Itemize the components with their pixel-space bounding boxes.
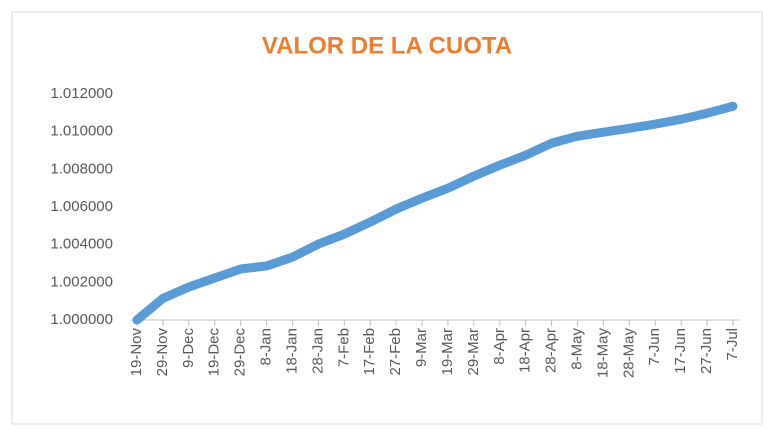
x-tick-label: 19-Dec — [206, 328, 223, 377]
x-tick-label: 19-Mar — [439, 328, 456, 376]
x-tick-label: 29-Nov — [154, 328, 171, 377]
y-tick-label: 1.006000 — [50, 198, 113, 215]
x-tick-label: 7-Jun — [646, 328, 663, 366]
chart-title: VALOR DE LA CUOTA — [262, 32, 512, 59]
x-tick-label: 18-May — [594, 328, 611, 379]
x-tick-label: 29-Dec — [232, 328, 249, 377]
x-tick-label: 28-May — [620, 328, 637, 379]
y-tick-label: 1.000000 — [50, 311, 113, 328]
x-tick-label: 27-Feb — [387, 328, 404, 376]
y-tick-label: 1.008000 — [50, 160, 113, 177]
x-tick-label: 9-Mar — [413, 328, 430, 367]
x-tick-label: 28-Jan — [309, 328, 326, 374]
x-tick-label: 19-Nov — [128, 328, 145, 377]
x-tick-label: 27-Jun — [698, 328, 715, 374]
y-tick-label: 1.010000 — [50, 123, 113, 140]
x-tick-label: 7-Jul — [724, 328, 741, 361]
x-tick-label: 29-Mar — [465, 328, 482, 376]
x-tick-label: 9-Dec — [180, 328, 197, 369]
x-tick-label: 18-Jan — [283, 328, 300, 374]
x-tick-label: 8-May — [568, 328, 585, 370]
x-tick-label: 28-Apr — [543, 328, 560, 373]
x-tick-label: 17-Feb — [361, 328, 378, 376]
y-tick-label: 1.012000 — [50, 85, 113, 102]
x-tick-label: 17-Jun — [672, 328, 689, 374]
y-tick-label: 1.002000 — [50, 273, 113, 290]
data-line — [132, 101, 738, 325]
x-tick-label: 8-Jan — [258, 328, 275, 366]
y-tick-label: 1.004000 — [50, 236, 113, 253]
x-tick-label: 18-Apr — [517, 328, 534, 373]
x-tick-label: 8-Apr — [491, 328, 508, 365]
x-tick-label: 7-Feb — [335, 328, 352, 367]
